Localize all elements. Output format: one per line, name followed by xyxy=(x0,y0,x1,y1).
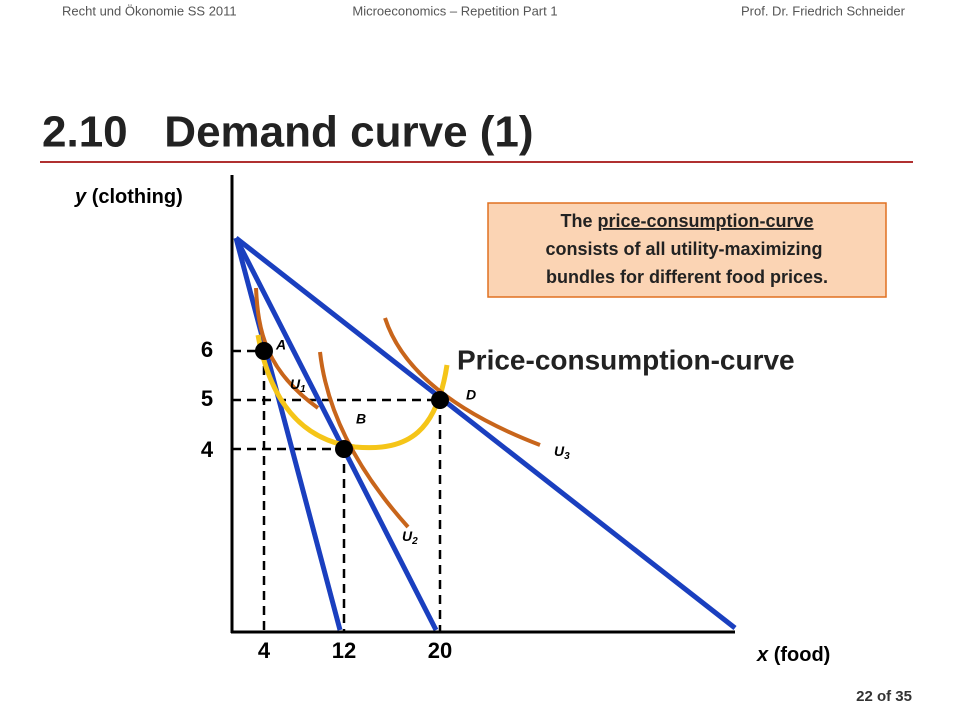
note-line: The price-consumption-curve xyxy=(560,211,813,231)
point-label: A xyxy=(275,337,286,353)
point-label: B xyxy=(356,411,366,427)
axes xyxy=(230,175,735,634)
title: 2.10 Demand curve (1) xyxy=(42,108,534,157)
curve-label: U1 xyxy=(290,376,306,395)
pcc-curve xyxy=(255,334,450,451)
note-line: bundles for different food prices. xyxy=(546,267,828,287)
note-box xyxy=(487,202,887,298)
y-tick-label: 6 xyxy=(201,337,213,362)
header-center: Microeconomics – Repetition Part 1 xyxy=(352,3,557,18)
curve-label: U2 xyxy=(402,528,418,547)
x-tick-label: 12 xyxy=(332,638,356,663)
y-tick-label: 4 xyxy=(201,437,214,462)
y-tick-label: 5 xyxy=(201,386,213,411)
curve-label: U3 xyxy=(554,443,570,462)
pcc-label: Price-consumption-curve xyxy=(457,344,795,375)
page-number: 22 of 35 xyxy=(856,688,912,705)
dashes xyxy=(232,349,442,632)
header-right: Prof. Dr. Friedrich Schneider xyxy=(741,3,906,18)
header-left: Recht und Ökonomie SS 2011 xyxy=(62,3,237,18)
y-axis-label: y (clothing) xyxy=(74,186,183,208)
points xyxy=(255,342,449,458)
point-label: D xyxy=(466,387,476,403)
note-line: consists of all utility-maximizing xyxy=(545,239,822,259)
x-tick-label: 20 xyxy=(428,638,452,663)
x-axis-label: x (food) xyxy=(756,644,830,666)
budget-lines xyxy=(233,236,737,632)
indifference-curves xyxy=(254,287,541,529)
x-tick-label: 4 xyxy=(258,638,271,663)
